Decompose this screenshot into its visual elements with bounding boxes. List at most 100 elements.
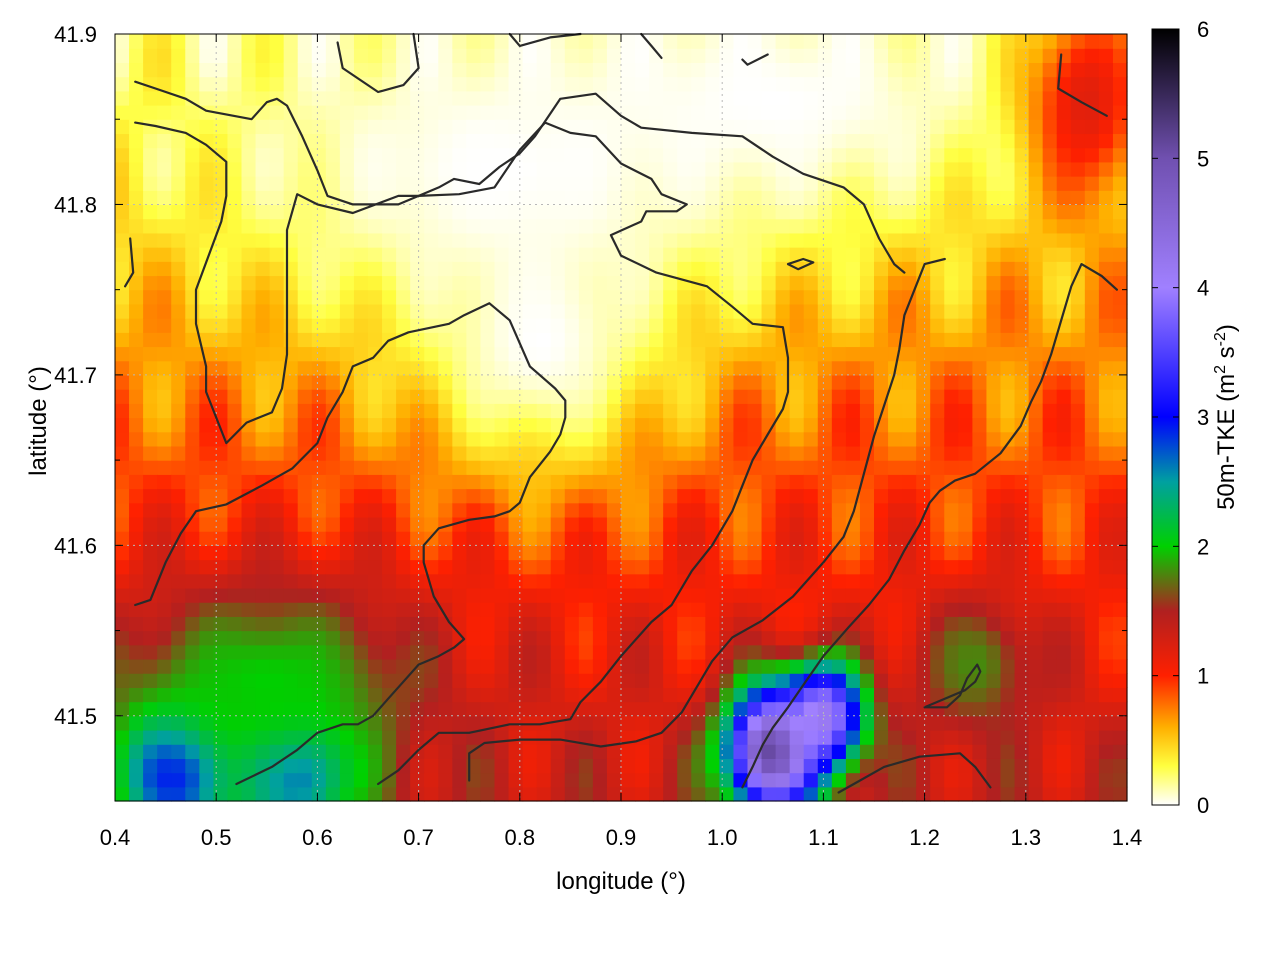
heatmap-cell (831, 403, 847, 419)
heatmap-cell (368, 360, 383, 376)
heatmap-cell (438, 374, 453, 390)
heatmap-cell (1000, 460, 1016, 475)
heatmap-cell (452, 587, 467, 603)
heatmap-cell (1098, 445, 1114, 461)
heatmap-cell (255, 786, 271, 802)
heatmap-cell (747, 389, 763, 404)
heatmap-cell (368, 587, 383, 603)
heatmap-cell (255, 204, 271, 220)
heatmap-cell (452, 119, 467, 135)
heatmap-cell (803, 516, 819, 532)
heatmap-cell (691, 105, 706, 120)
heatmap-cell (1042, 559, 1058, 575)
heatmap-cell (831, 559, 847, 575)
heatmap-cell (859, 587, 875, 603)
heatmap-cell (410, 247, 425, 262)
heatmap-cell (775, 318, 791, 333)
heatmap-cell (831, 445, 847, 461)
heatmap-cell (1112, 147, 1128, 163)
heatmap-cell (339, 758, 355, 774)
heatmap-cell (775, 218, 791, 234)
heatmap-cell (115, 303, 130, 319)
heatmap-cell (986, 247, 1002, 262)
heatmap-cell (494, 431, 510, 447)
heatmap-cell (157, 105, 172, 120)
heatmap-cell (241, 488, 257, 504)
heatmap-cell (494, 658, 510, 674)
heatmap-cell (888, 34, 903, 49)
heatmap-cell (410, 403, 425, 419)
heatmap-cell (1014, 147, 1030, 163)
heatmap-cell (311, 460, 327, 475)
heatmap-cell (1042, 147, 1058, 163)
heatmap-cell (663, 417, 678, 433)
heatmap-cell (241, 62, 257, 78)
heatmap-cell (677, 176, 692, 191)
heatmap-cell (227, 62, 243, 78)
heatmap-cell (283, 318, 299, 333)
heatmap-cell (859, 261, 875, 277)
heatmap-cell (536, 474, 552, 490)
heatmap-cell (859, 715, 875, 731)
heatmap-cell (255, 48, 271, 64)
heatmap-cell (874, 474, 889, 490)
heatmap-cell (368, 744, 383, 759)
heatmap-cell (508, 587, 524, 603)
heatmap-cell (325, 261, 341, 277)
heatmap-cell (1084, 772, 1100, 788)
heatmap-cell (199, 744, 214, 759)
heatmap-cell (592, 616, 608, 632)
heatmap-cell (171, 602, 186, 617)
heatmap-cell (1112, 232, 1128, 248)
heatmap-cell (747, 587, 763, 603)
heatmap-cell (578, 786, 594, 802)
heatmap-cell (972, 303, 988, 319)
heatmap-cell (297, 303, 313, 319)
heatmap-cell (1084, 460, 1100, 475)
heatmap-cell (592, 573, 608, 589)
heatmap-cell (902, 332, 917, 348)
heatmap-cell (213, 687, 229, 703)
heatmap-cell (592, 275, 608, 291)
heatmap-cell (185, 48, 200, 64)
heatmap-cell (480, 460, 496, 475)
heatmap-cell (1084, 758, 1100, 774)
heatmap-cell (353, 488, 369, 504)
heatmap-cell (1028, 48, 1044, 64)
heatmap-cell (115, 673, 130, 688)
heatmap-cell (227, 559, 243, 575)
heatmap-cell (705, 460, 720, 475)
heatmap-cell (621, 687, 636, 703)
heatmap-cell (621, 417, 636, 433)
heatmap-cell (339, 488, 355, 504)
heatmap-cell (382, 559, 397, 575)
heatmap-cell (536, 658, 552, 674)
heatmap-cell (1000, 190, 1016, 206)
heatmap-cell (1084, 744, 1100, 759)
heatmap-cell (902, 502, 917, 518)
heatmap-cell (311, 176, 327, 191)
heatmap-cell (396, 616, 411, 632)
heatmap-cell (283, 630, 299, 646)
heatmap-cell (944, 729, 959, 745)
heatmap-cell (859, 34, 875, 49)
heatmap-cell (859, 147, 875, 163)
heatmap-cell (522, 275, 538, 291)
heatmap-cell (1056, 332, 1072, 348)
heatmap-cell (283, 474, 299, 490)
heatmap-cell (227, 729, 243, 745)
heatmap-cell (424, 502, 439, 518)
heatmap-cell (424, 346, 439, 362)
heatmap-cell (789, 417, 805, 433)
heatmap-cell (227, 630, 243, 646)
heatmap-cell (986, 559, 1002, 575)
heatmap-cell (353, 531, 369, 546)
heatmap-cell (185, 346, 200, 362)
heatmap-cell (382, 261, 397, 277)
heatmap-cell (241, 644, 257, 660)
heatmap-cell (1098, 90, 1114, 106)
heatmap-cell (930, 417, 945, 433)
heatmap-cell (677, 516, 692, 532)
heatmap-cell (255, 34, 271, 49)
heatmap-cell (958, 545, 973, 561)
